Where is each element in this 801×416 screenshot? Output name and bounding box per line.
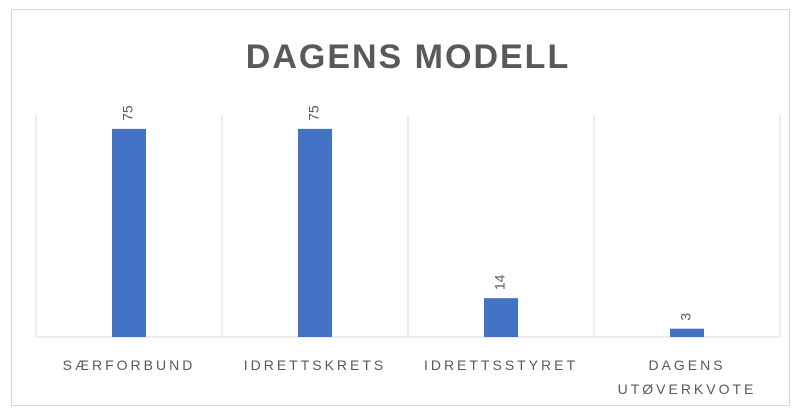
data-label: 14 bbox=[492, 274, 508, 290]
x-tick-label: DAGENS UTØVERKVOTE bbox=[618, 357, 757, 397]
data-label: 3 bbox=[678, 313, 694, 321]
x-tick-label: IDRETTSSTYRET bbox=[424, 357, 578, 373]
x-tick-label: SÆRFORBUND bbox=[63, 357, 196, 373]
data-label: 75 bbox=[120, 105, 136, 121]
bar bbox=[112, 128, 146, 337]
x-tick-label: IDRETTSKRETS bbox=[244, 357, 387, 373]
bar bbox=[670, 328, 704, 337]
bar bbox=[298, 128, 332, 337]
chart-title: DAGENS MODELL bbox=[246, 38, 570, 76]
bar bbox=[484, 298, 518, 337]
data-label: 75 bbox=[306, 105, 322, 121]
